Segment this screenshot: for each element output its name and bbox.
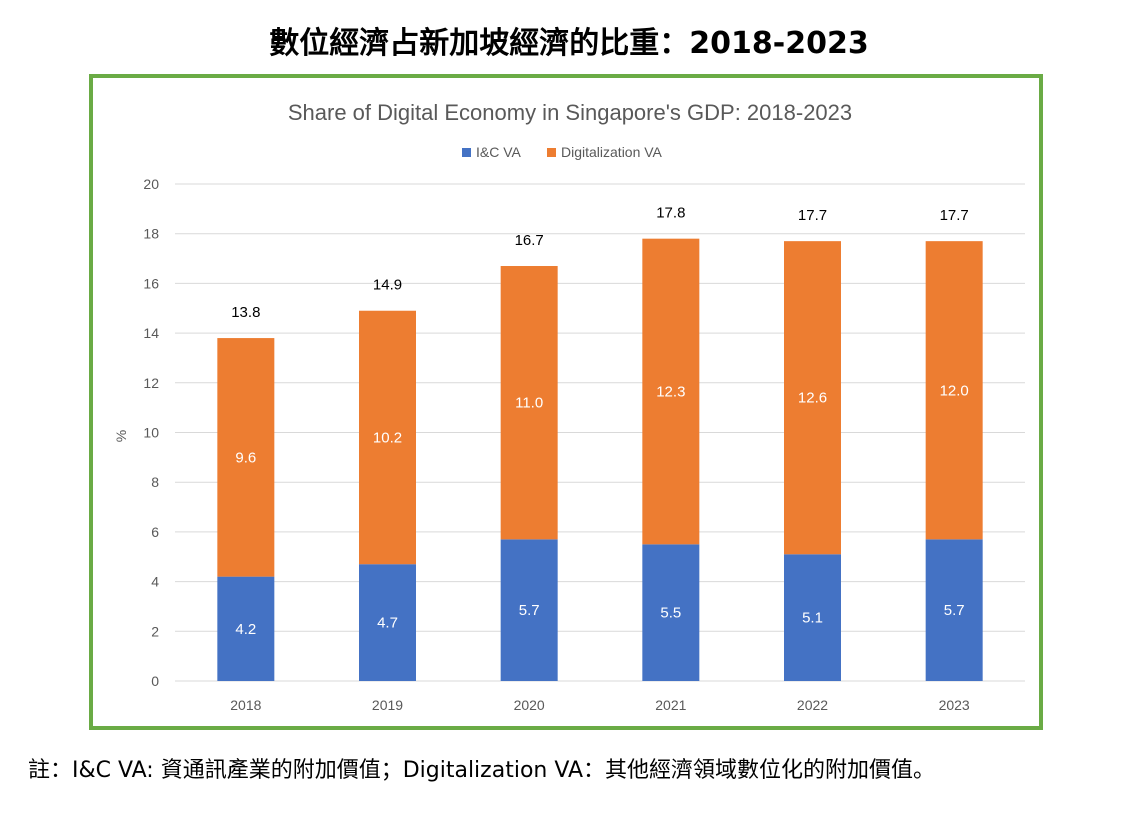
- bar-digitalization-va: [500, 266, 558, 540]
- bar-value-label: 5.7: [519, 602, 540, 619]
- bar-ic-va: [359, 564, 416, 681]
- bar-value-label: 12.6: [798, 390, 827, 407]
- y-tick-label: 18: [143, 226, 159, 242]
- bar-value-label: 10.2: [373, 429, 402, 446]
- bars: 4.2 9.6 13.8 4.7 10.2 14.9 5.7 11.0 16.7 5.5 12.3 1…: [217, 205, 983, 681]
- y-tick-label: 6: [151, 524, 159, 540]
- chart-frame: Share of Digital Economy in Singapore's …: [89, 74, 1043, 730]
- bar-value-label: 5.5: [660, 605, 681, 622]
- y-axis-label: %: [113, 430, 129, 442]
- bar-value-label: 5.7: [944, 602, 965, 619]
- bar-digitalization-va: [784, 241, 841, 555]
- x-tick-label: 2020: [514, 697, 545, 713]
- bar-value-label: 12.3: [656, 383, 685, 400]
- bar-digitalization-va: [925, 241, 983, 540]
- gridlines: [175, 183, 1025, 682]
- x-tick-label: 2023: [939, 697, 970, 713]
- bar-ic-va: [925, 539, 983, 681]
- bar-value-label: 4.2: [235, 621, 256, 638]
- y-tick-label: 10: [143, 425, 159, 441]
- y-axis-ticks: 0 2 4 6 8 10 12 14 16 18 20: [143, 176, 159, 689]
- bar-digitalization-va: [217, 338, 275, 577]
- stacked-bar-chart: Share of Digital Economy in Singapore's …: [113, 100, 1025, 713]
- bar-total-label: 17.7: [798, 207, 827, 224]
- bar-total-label: 17.7: [940, 207, 969, 224]
- legend-swatch-digitalization: [547, 148, 556, 157]
- y-tick-label: 4: [151, 574, 159, 590]
- x-tick-label: 2021: [655, 697, 686, 713]
- page-title: 數位經濟占新加坡經濟的比重：2018-2023: [269, 26, 869, 61]
- bar-ic-va: [217, 576, 275, 681]
- y-tick-label: 12: [143, 375, 159, 391]
- bar-total-label: 13.8: [231, 304, 260, 321]
- legend-swatch-ic: [462, 148, 471, 157]
- y-tick-label: 2: [151, 623, 159, 639]
- bar-value-label: 12.0: [940, 382, 969, 399]
- bar-digitalization-va: [359, 310, 416, 565]
- bar-value-label: 11.0: [515, 395, 543, 412]
- x-tick-label: 2022: [797, 697, 828, 713]
- bar-value-label: 4.7: [377, 615, 398, 632]
- y-tick-label: 0: [151, 673, 159, 689]
- bar-ic-va: [642, 544, 700, 681]
- y-tick-label: 8: [151, 474, 159, 490]
- legend: I&C VA Digitalization VA: [462, 144, 663, 160]
- bar-total-label: 16.7: [515, 232, 544, 249]
- bar-value-label: 5.1: [802, 610, 823, 627]
- legend-label-ic: I&C VA: [476, 144, 522, 160]
- footnote: 註：I&C VA: 資通訊產業的附加價值；Digitalization VA：其…: [28, 758, 936, 783]
- bar-ic-va: [500, 539, 558, 681]
- bar-total-label: 14.9: [373, 277, 402, 294]
- bar-ic-va: [784, 554, 841, 681]
- y-tick-label: 16: [143, 275, 159, 291]
- x-tick-label: 2018: [230, 697, 261, 713]
- bar-digitalization-va: [642, 238, 700, 545]
- y-tick-label: 14: [143, 325, 159, 341]
- legend-label-digitalization: Digitalization VA: [561, 144, 663, 160]
- x-axis-ticks: 2018 2019 2020 2021 2022 2023: [230, 697, 970, 713]
- bar-total-label: 17.8: [656, 205, 685, 222]
- chart-title: Share of Digital Economy in Singapore's …: [288, 100, 852, 125]
- y-tick-label: 20: [143, 176, 159, 192]
- x-tick-label: 2019: [372, 697, 403, 713]
- bar-value-label: 9.6: [235, 449, 256, 466]
